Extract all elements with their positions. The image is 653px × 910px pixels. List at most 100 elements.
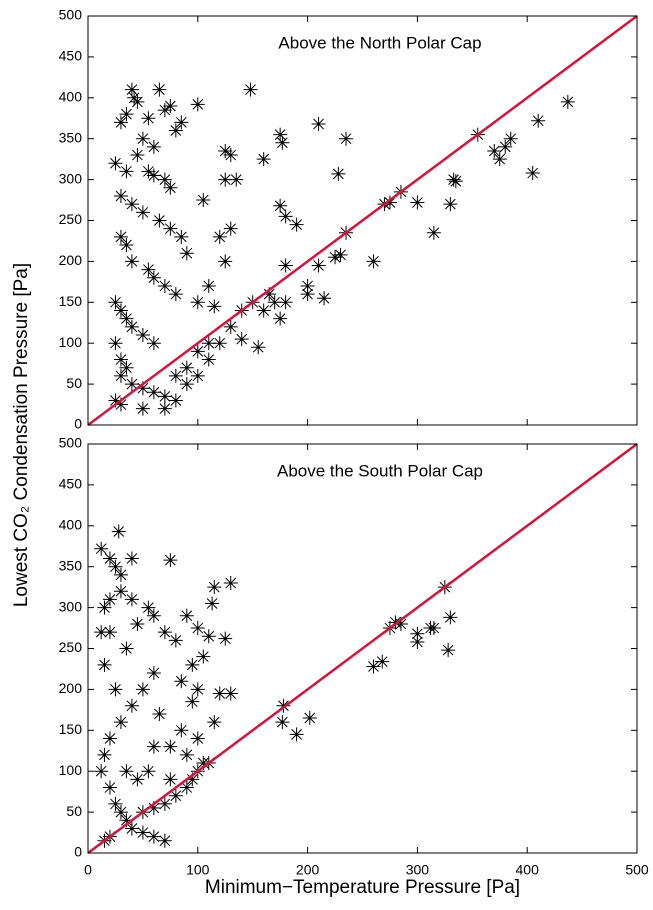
- point: [119, 164, 134, 179]
- point: [560, 94, 575, 109]
- point: [382, 195, 397, 210]
- point: [333, 247, 348, 262]
- point: [97, 600, 112, 615]
- point: [339, 131, 354, 146]
- point: [113, 368, 128, 383]
- point: [273, 198, 288, 213]
- point: [262, 287, 277, 302]
- point: [223, 319, 238, 334]
- point: [223, 576, 238, 591]
- point: [190, 731, 205, 746]
- point: [102, 780, 117, 795]
- point: [275, 135, 290, 150]
- point: [124, 377, 139, 392]
- panel-title: Above the North Polar Cap: [278, 33, 481, 52]
- point: [223, 221, 238, 236]
- point: [108, 156, 123, 171]
- point: [124, 592, 139, 607]
- point: [196, 193, 211, 208]
- point: [331, 166, 346, 181]
- point: [289, 727, 304, 742]
- point: [152, 706, 167, 721]
- point: [146, 385, 161, 400]
- point: [218, 172, 233, 187]
- plot-frame: [87, 15, 638, 426]
- point: [174, 723, 189, 738]
- point: [130, 148, 145, 163]
- point: [157, 103, 172, 118]
- point: [207, 715, 222, 730]
- point: [141, 262, 156, 277]
- point: [113, 352, 128, 367]
- point: [179, 780, 194, 795]
- point: [119, 238, 134, 253]
- point: [234, 332, 249, 347]
- point: [124, 254, 139, 269]
- y-tick-label: 150: [59, 293, 83, 309]
- point: [426, 225, 441, 240]
- y-tick-label: 0: [74, 416, 82, 432]
- point: [393, 616, 408, 631]
- y-tick-label: 400: [59, 517, 83, 533]
- panel-title: Above the South Polar Cap: [277, 461, 483, 480]
- point: [157, 625, 172, 640]
- point: [531, 113, 546, 128]
- point: [218, 254, 233, 269]
- point: [124, 82, 139, 97]
- point: [229, 172, 244, 187]
- point: [111, 524, 126, 539]
- point: [328, 250, 343, 265]
- point: [273, 127, 288, 142]
- point: [146, 666, 161, 681]
- point: [256, 152, 271, 167]
- point: [113, 188, 128, 203]
- x-tick-label: 500: [625, 862, 649, 878]
- point: [163, 772, 178, 787]
- point: [168, 393, 183, 408]
- y-tick-label: 250: [59, 639, 83, 655]
- point: [113, 115, 128, 130]
- point: [102, 551, 117, 566]
- point: [146, 168, 161, 183]
- point: [124, 197, 139, 212]
- point: [130, 94, 145, 109]
- y-tick-label: 200: [59, 252, 83, 268]
- point: [113, 567, 128, 582]
- y-tick-label: 300: [59, 170, 83, 186]
- x-tick-label: 400: [516, 862, 540, 878]
- point: [97, 747, 112, 762]
- point: [190, 368, 205, 383]
- point: [205, 596, 220, 611]
- point: [102, 731, 117, 746]
- point: [152, 213, 167, 228]
- point: [146, 829, 161, 844]
- point: [375, 654, 390, 669]
- point: [179, 377, 194, 392]
- x-tick-label: 200: [296, 862, 320, 878]
- point: [113, 397, 128, 412]
- point: [443, 610, 458, 625]
- point: [102, 625, 117, 640]
- point: [223, 686, 238, 701]
- point: [157, 389, 172, 404]
- point: [119, 107, 134, 122]
- point: [289, 217, 304, 232]
- point: [201, 352, 216, 367]
- point: [190, 682, 205, 697]
- point: [113, 805, 128, 820]
- point: [135, 381, 150, 396]
- x-axis-label: Minimum−Temperature Pressure [Pa]: [205, 877, 520, 898]
- point: [141, 111, 156, 126]
- plot-frame: [87, 443, 638, 854]
- point: [141, 164, 156, 179]
- point: [157, 833, 172, 848]
- point: [275, 715, 290, 730]
- point: [273, 311, 288, 326]
- point: [267, 295, 282, 310]
- point: [487, 143, 502, 158]
- point: [190, 295, 205, 310]
- point: [317, 291, 332, 306]
- x-tick-label: 100: [186, 862, 210, 878]
- point: [218, 631, 233, 646]
- point: [410, 195, 425, 210]
